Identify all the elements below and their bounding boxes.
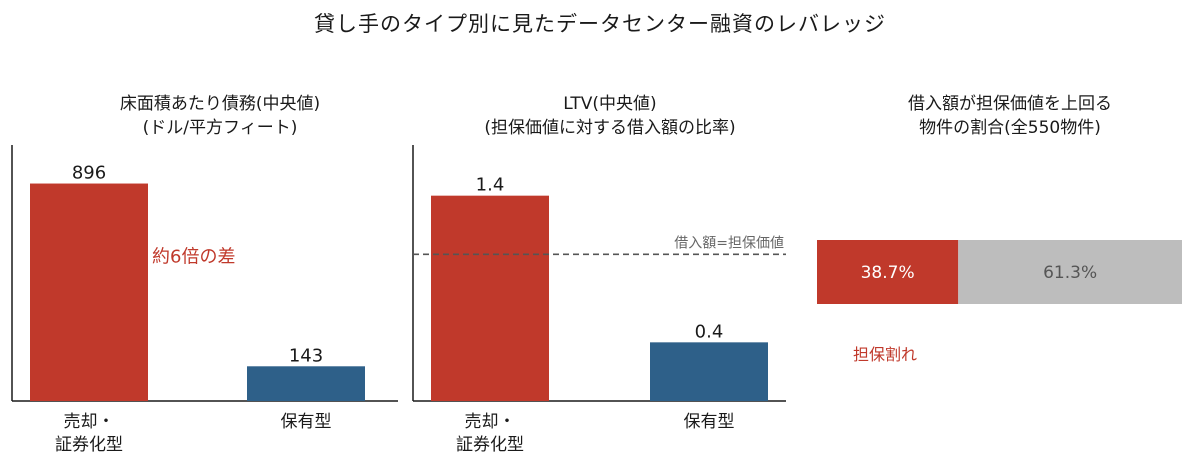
- panel3-segment-label-2: 61.3%: [1043, 263, 1097, 283]
- panel3-title-line1: 借入額が担保価値を上回る: [908, 94, 1112, 114]
- chart-main-title: 貸し手のタイプ別に見たデータセンター融資のレバレッジ: [314, 12, 886, 36]
- panel2-bar-2: [650, 342, 768, 401]
- panel1-bar-1: [30, 183, 148, 401]
- panel1-category-label-1-2: 証券化型: [55, 435, 123, 455]
- panel3-title: 借入額が担保価値を上回る 物件の割合(全550物件): [820, 92, 1200, 140]
- panel2-category-label-1-1: 売却・: [465, 412, 516, 432]
- panel3-segment-2: [958, 240, 1182, 304]
- panel1-title: 床面積あたり債務(中央値) (ドル/平方フィート): [30, 92, 410, 140]
- panel1-category-label-1-1: 売却・: [64, 412, 115, 432]
- panel2-title-line2: (担保価値に対する借入額の比率): [484, 118, 736, 138]
- panel1-bar-2: [247, 366, 365, 401]
- panel1-title-line1: 床面積あたり債務(中央値): [119, 94, 321, 114]
- panel1-value-label-2: 143: [289, 345, 323, 366]
- panel1-title-line2: (ドル/平方フィート): [142, 118, 298, 138]
- panel1-annotation: 約6倍の差: [152, 246, 235, 267]
- panel2-value-label-2: 0.4: [695, 321, 724, 342]
- panel2-reference-label: 借入額=担保価値: [674, 235, 784, 251]
- panel2-bar-1: [431, 195, 549, 401]
- panel2-category-label-2-1: 保有型: [684, 412, 735, 432]
- panel1-value-label-1: 896: [72, 163, 106, 184]
- panel3-title-line2: 物件の割合(全550物件): [919, 118, 1101, 138]
- panel1-category-label-2-1: 保有型: [281, 412, 332, 432]
- panel2-value-label-1: 1.4: [476, 175, 505, 196]
- panel2-title-line1: LTV(中央値): [563, 94, 657, 114]
- panel3-segment-1: [817, 240, 959, 304]
- panel2-title: LTV(中央値) (担保価値に対する借入額の比率): [420, 92, 800, 140]
- panel3-segment-label-1: 38.7%: [861, 263, 915, 283]
- panel3-annotation: 担保割れ: [853, 345, 917, 364]
- panel2-category-label-1-2: 証券化型: [456, 435, 524, 455]
